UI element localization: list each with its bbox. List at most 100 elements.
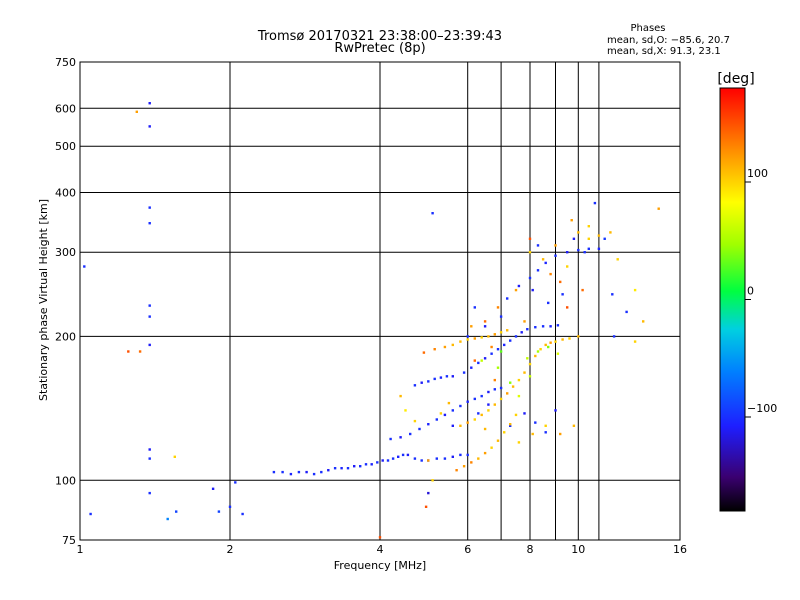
y-tick-label: 600 [55, 102, 76, 115]
data-point [496, 439, 500, 442]
data-point [305, 470, 308, 474]
grid-lines [80, 62, 680, 540]
colorbar-tick-label: 100 [747, 167, 768, 180]
data-point [364, 463, 368, 466]
data-point [506, 329, 509, 332]
data-point [520, 331, 523, 334]
data-point [148, 491, 151, 495]
data-point [493, 333, 496, 336]
data-point [462, 465, 466, 468]
data-point [612, 335, 616, 338]
data-point [399, 394, 402, 398]
data-point [536, 244, 540, 247]
data-point [587, 247, 590, 250]
data-point [466, 338, 469, 341]
data-point [381, 459, 384, 462]
phases-line-x: mean, sd,X: 91.3, 23.1 [607, 46, 721, 57]
data-point [577, 248, 580, 252]
data-point [490, 446, 493, 449]
data-point [401, 453, 405, 457]
y-tick-labels: 75 100 200 300 400 500 600 750 [55, 56, 76, 547]
data-point [499, 315, 503, 318]
data-point [572, 237, 576, 240]
data-point [483, 320, 487, 323]
data-point [386, 459, 390, 462]
y-tick-label: 75 [62, 534, 76, 547]
data-point [528, 375, 532, 378]
data-point [593, 201, 597, 205]
data-point [173, 455, 176, 458]
data-point [496, 366, 500, 369]
data-point [289, 472, 293, 476]
data-point [281, 470, 284, 474]
data-point [166, 517, 169, 521]
data-point [473, 306, 476, 309]
data-point [559, 432, 562, 436]
data-point [549, 341, 552, 344]
data-point [509, 424, 512, 427]
data-point [451, 424, 454, 427]
data-point [148, 222, 151, 225]
data-point [433, 377, 436, 381]
data-point [420, 381, 423, 384]
data-point [391, 457, 395, 460]
data-point [554, 409, 557, 412]
data-point [148, 304, 151, 307]
data-point [487, 403, 490, 406]
data-point [473, 337, 476, 340]
data-point [406, 453, 410, 457]
data-point [340, 467, 343, 470]
data-point [470, 461, 473, 464]
data-point [566, 251, 569, 254]
data-point [89, 512, 92, 516]
data-point [83, 265, 86, 268]
data-point [466, 453, 469, 457]
data-point [549, 272, 552, 276]
data-point [509, 339, 512, 342]
y-tick-label: 750 [55, 56, 76, 69]
data-point [499, 386, 503, 390]
data-point [568, 337, 571, 340]
data-point [572, 424, 576, 427]
data-point [611, 293, 614, 296]
data-point [138, 350, 142, 353]
data-point [603, 237, 606, 240]
data-point [514, 335, 518, 338]
data-point [554, 254, 557, 257]
data-point [496, 306, 500, 309]
x-tick-label: 2 [227, 543, 234, 556]
data-point [418, 427, 421, 431]
data-point [517, 378, 521, 382]
data-point [148, 343, 151, 347]
data-point [148, 102, 151, 105]
data-point [312, 472, 316, 476]
data-point [427, 491, 430, 495]
data-point [547, 301, 550, 305]
data-point [536, 269, 540, 272]
data-point [487, 335, 490, 338]
data-point [473, 359, 476, 362]
data-point [506, 297, 509, 300]
data-point [528, 251, 532, 254]
data-point [439, 412, 443, 415]
data-point [451, 409, 454, 412]
data-point [473, 418, 476, 421]
data-point [420, 459, 423, 462]
data-point [135, 110, 138, 113]
data-point [609, 231, 612, 234]
x-tick-label: 1 [77, 543, 84, 556]
data-point [241, 512, 244, 516]
data-point [433, 348, 436, 351]
data-point [528, 237, 532, 240]
x-tick-labels: 1 2 4 6 8 10 16 [77, 543, 688, 556]
data-point [427, 459, 430, 462]
x-tick-label: 16 [673, 543, 687, 556]
data-point [413, 419, 417, 423]
data-point [566, 306, 569, 309]
data-point [549, 325, 552, 328]
data-point [447, 401, 451, 405]
data-point [480, 336, 483, 339]
data-point [148, 315, 151, 318]
data-point [566, 265, 569, 268]
colorbar-ticks: 100 0 −100 [745, 167, 777, 418]
